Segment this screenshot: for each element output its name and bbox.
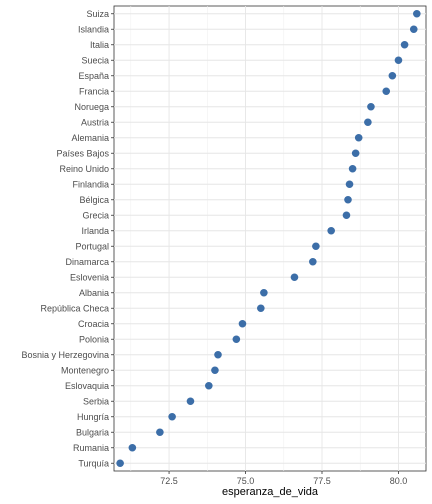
y-tick-label: Dinamarca — [65, 257, 109, 267]
grid-major — [114, 6, 426, 471]
y-tick-label: Serbia — [83, 396, 109, 406]
grid-minor — [130, 6, 361, 471]
y-tick-label: España — [78, 71, 109, 81]
data-point — [342, 211, 351, 220]
x-axis-title: esperanza_de_vida — [222, 486, 319, 498]
data-point — [413, 9, 421, 18]
y-tick-label: Italia — [90, 40, 109, 50]
data-point — [232, 335, 241, 344]
data-point — [367, 102, 375, 111]
data-point — [260, 288, 268, 297]
y-tick-label: Montenegro — [61, 365, 109, 375]
data-points — [116, 9, 421, 468]
data-point — [214, 350, 222, 359]
x-tick-labels: 72.5 75.0 77.5 80.0 — [160, 471, 407, 486]
y-tick-label: Francia — [79, 86, 109, 96]
y-tick-label: Grecia — [82, 210, 109, 220]
x-tick-label: 80.0 — [390, 476, 408, 486]
y-tick-label: Portugal — [75, 241, 109, 251]
y-tick-label: Turquía — [78, 458, 109, 468]
data-point — [128, 443, 137, 452]
y-tick-label: Irlanda — [81, 226, 109, 236]
y-tick-label: Bosnia y Herzegovina — [21, 350, 109, 360]
data-point — [354, 133, 363, 142]
y-tick-label: Suiza — [86, 9, 109, 19]
y-tick-label: Croacia — [78, 319, 109, 329]
data-point — [168, 412, 176, 421]
data-point — [364, 118, 372, 127]
data-point — [257, 304, 265, 313]
x-tick-label: 75.0 — [237, 476, 255, 486]
y-tick-label: Polonia — [79, 334, 109, 344]
y-tick-label: Finlandia — [72, 179, 109, 189]
y-tick-label: Albania — [79, 288, 109, 298]
y-tick-label: Rumania — [73, 443, 109, 453]
x-tick-label: 77.5 — [313, 476, 331, 486]
data-point — [382, 87, 391, 96]
data-point — [156, 428, 164, 437]
y-tick-label: Países Bajos — [56, 148, 109, 158]
y-tick-label: Reino Unido — [59, 164, 109, 174]
y-tick-label: Eslovenia — [70, 272, 109, 282]
data-point — [211, 366, 219, 375]
x-tick-label: 72.5 — [160, 476, 178, 486]
y-tick-label: República Checa — [40, 303, 109, 313]
y-tick-label: Austria — [81, 117, 109, 127]
data-point — [238, 319, 247, 328]
y-tick-label: Noruega — [74, 102, 109, 112]
data-point — [344, 195, 352, 204]
y-tick-label: Hungría — [77, 412, 109, 422]
data-point — [345, 180, 354, 189]
data-point — [290, 273, 299, 282]
y-tick-label: Bulgaria — [76, 427, 109, 437]
data-point — [309, 257, 317, 266]
y-tick-labels: Suiza Islandia Italia Suecia España Francia No… — [21, 9, 114, 468]
data-point — [205, 381, 213, 390]
data-point — [186, 397, 195, 406]
data-point — [394, 56, 403, 65]
data-point — [351, 149, 360, 158]
data-point — [116, 459, 124, 468]
y-tick-label: Islandia — [78, 24, 109, 34]
y-tick-label: Alemania — [71, 133, 109, 143]
data-point — [327, 226, 335, 235]
data-point — [409, 25, 418, 34]
data-point — [312, 242, 320, 251]
y-tick-label: Bélgica — [79, 195, 109, 205]
y-tick-label: Eslovaquia — [65, 381, 109, 391]
data-point — [348, 164, 357, 173]
y-tick-label: Suecia — [81, 55, 109, 65]
plot-panel — [113, 5, 427, 472]
data-point — [388, 71, 397, 80]
data-point — [400, 40, 409, 49]
